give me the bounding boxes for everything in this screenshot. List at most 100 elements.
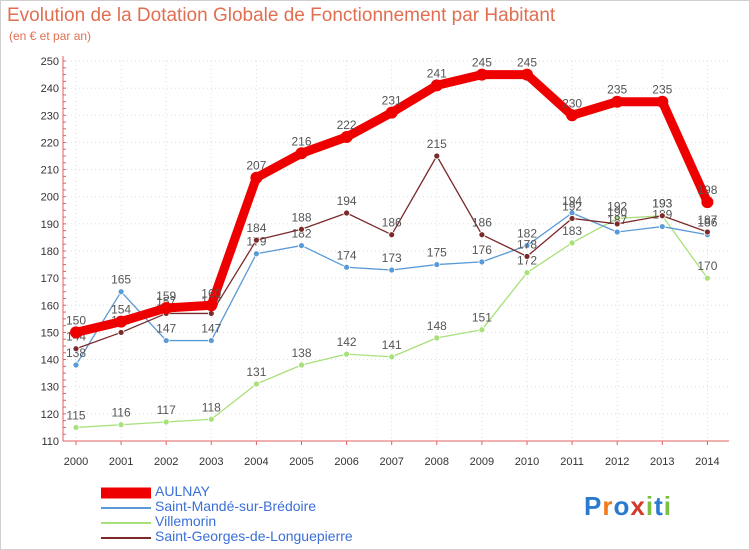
data-point	[250, 171, 263, 184]
y-tick-label: 110	[41, 436, 59, 448]
data-label: 235	[607, 83, 627, 97]
x-tick-label: 2007	[379, 456, 403, 468]
logo-letter: r	[602, 491, 614, 521]
data-label: 147	[156, 322, 176, 336]
data-label: 231	[382, 94, 402, 108]
y-tick-label: 220	[41, 137, 59, 149]
data-point	[701, 196, 714, 209]
x-tick-label: 2003	[199, 456, 223, 468]
data-label: 172	[517, 254, 537, 268]
y-tick-label: 200	[41, 192, 59, 204]
data-label: 216	[291, 134, 311, 148]
data-label: 186	[382, 216, 402, 230]
logo-letter: o	[613, 491, 631, 521]
data-label: 147	[201, 322, 221, 336]
data-point	[658, 212, 666, 220]
data-label: 192	[562, 199, 582, 213]
y-tick-label: 180	[41, 246, 59, 258]
data-label: 188	[291, 210, 311, 224]
data-label: 222	[337, 118, 357, 132]
data-label: 192	[607, 199, 627, 213]
data-point	[478, 258, 486, 266]
legend-label: Saint-Mandé-sur-Brédoire	[155, 498, 317, 514]
data-point	[343, 263, 351, 271]
data-point	[117, 288, 125, 296]
data-label: 142	[337, 335, 357, 349]
data-label: 159	[156, 289, 176, 303]
data-point	[656, 95, 669, 108]
logo-letter: P	[584, 491, 603, 521]
y-tick-label: 190	[41, 219, 59, 231]
data-point	[568, 239, 576, 247]
data-point	[295, 147, 308, 160]
y-tick-label: 240	[41, 83, 59, 95]
data-label: 150	[66, 313, 86, 327]
data-label: 131	[246, 365, 266, 379]
proxiti-logo: Proxiti	[584, 491, 672, 522]
data-point	[207, 415, 215, 423]
data-point	[475, 68, 488, 81]
data-label: 187	[697, 213, 717, 227]
chart-title: Evolution de la Dotation Globale de Fonc…	[7, 5, 556, 26]
data-point	[207, 337, 215, 344]
data-label: 138	[291, 346, 311, 360]
data-point	[252, 236, 260, 244]
data-point	[298, 242, 305, 249]
data-label: 118	[202, 400, 221, 414]
data-point	[433, 334, 441, 342]
data-label: 230	[562, 96, 582, 110]
data-label: 117	[157, 403, 176, 417]
data-point	[205, 299, 218, 312]
y-tick-label: 160	[41, 300, 59, 312]
data-label: 151	[472, 311, 492, 325]
data-label: 115	[66, 408, 85, 422]
data-label: 241	[427, 66, 447, 80]
x-tick-label: 2005	[289, 456, 313, 468]
x-tick-label: 2004	[244, 456, 268, 468]
data-point	[388, 231, 396, 239]
legend-swatch	[101, 507, 151, 509]
data-label: 193	[652, 197, 672, 211]
data-label: 141	[382, 338, 402, 352]
data-point	[162, 337, 170, 344]
y-tick-label: 120	[41, 409, 59, 421]
y-tick-label: 250	[41, 56, 59, 68]
x-tick-label: 2014	[695, 456, 719, 468]
data-point	[523, 253, 531, 260]
x-tick-label: 2011	[560, 456, 584, 468]
legend-swatch	[101, 537, 151, 539]
x-tick-label: 2013	[650, 456, 674, 468]
data-point	[433, 261, 441, 268]
data-point	[611, 95, 624, 108]
chart-subtitle: (en € et par an)	[9, 29, 92, 43]
logo-letter: i	[645, 491, 655, 521]
data-label: 184	[246, 221, 266, 235]
legend-label: AULNAY	[155, 483, 210, 499]
data-label: 183	[562, 224, 582, 238]
data-label: 165	[111, 273, 131, 287]
x-tick-label: 2000	[64, 456, 88, 468]
data-point	[704, 274, 711, 282]
x-tick-label: 2002	[154, 456, 178, 468]
logo-letter: x	[630, 491, 646, 521]
legend-label: Saint-Georges-de-Longuepierre	[155, 528, 353, 544]
data-label: 215	[427, 137, 447, 151]
data-label: 245	[472, 56, 492, 70]
data-label: 116	[112, 406, 131, 420]
data-point	[430, 79, 443, 92]
data-label: 170	[697, 259, 717, 273]
data-point	[298, 225, 305, 233]
logo-letter: i	[663, 491, 672, 521]
data-point	[478, 231, 486, 239]
data-point	[388, 266, 396, 274]
data-point	[523, 269, 531, 277]
y-tick-label: 230	[41, 110, 59, 122]
data-label: 198	[697, 183, 717, 197]
data-label: 245	[517, 56, 537, 70]
data-label: 194	[337, 194, 357, 208]
y-tick-label: 170	[41, 273, 59, 285]
data-label: 182	[517, 227, 537, 241]
y-tick-label: 210	[41, 165, 59, 177]
data-label: 186	[697, 216, 717, 230]
